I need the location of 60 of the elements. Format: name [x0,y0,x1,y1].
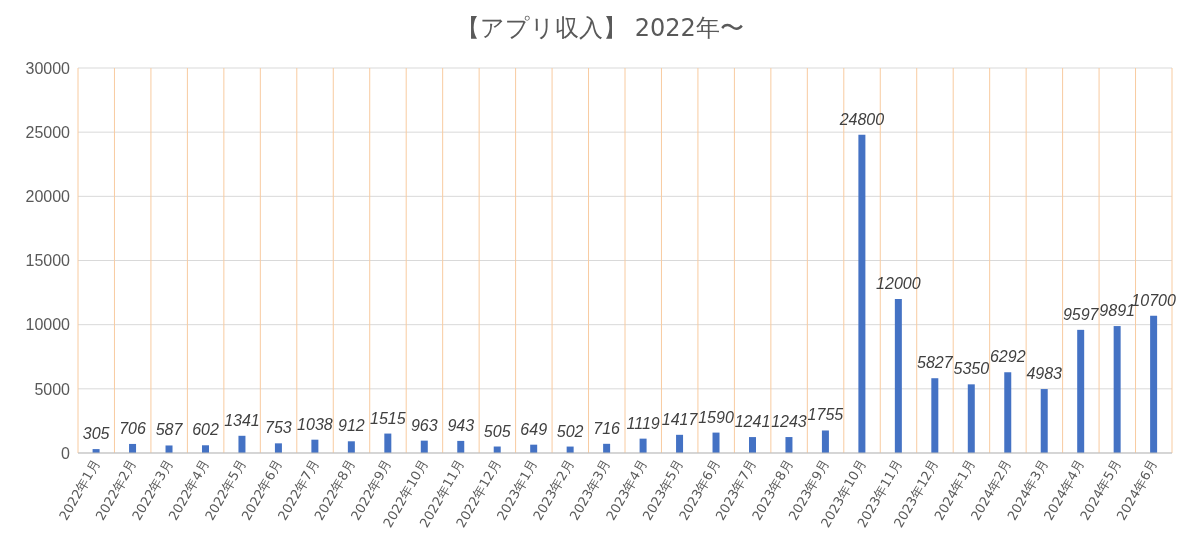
data-label: 502 [556,422,584,440]
data-label: 963 [410,416,438,434]
data-label: 1341 [224,411,260,429]
y-tick-label: 0 [61,444,71,462]
y-tick-label: 10000 [25,316,71,334]
bar [311,439,319,453]
data-label: 24800 [838,110,885,128]
bar [894,299,902,453]
bar [639,438,647,453]
y-tick-label: 5000 [34,380,71,398]
bar [457,440,465,453]
data-label: 753 [265,419,292,437]
data-label: 943 [447,416,475,434]
y-tick-label: 20000 [25,188,71,206]
bar [238,435,246,453]
data-label: 1119 [626,414,660,432]
data-label: 5827 [917,354,954,372]
data-label: 1755 [807,406,844,424]
bar [712,432,720,453]
y-tick-label: 25000 [25,123,71,141]
y-tick-label: 15000 [25,252,71,270]
bar [201,445,209,453]
data-label: 6292 [989,348,1026,366]
data-label: 1590 [698,408,734,426]
bar [967,384,975,453]
chart-title: 【アプリ収入】 2022年〜 [455,13,745,44]
bar [785,437,793,453]
bar [748,437,756,453]
data-label: 9597 [1062,305,1100,323]
data-label: 649 [520,420,548,438]
bar [1077,329,1085,453]
bar [1004,372,1012,453]
data-label: 602 [192,421,219,439]
data-label: 12000 [876,275,921,292]
bar [384,433,392,453]
data-label: 4983 [1026,365,1063,383]
data-label: 9891 [1099,302,1135,320]
bar [676,434,684,453]
data-label: 5350 [953,360,990,378]
data-label: 706 [119,419,146,437]
data-label: 505 [483,422,511,440]
data-label: 716 [593,419,621,437]
data-label: 1243 [771,413,807,431]
bar [165,445,173,453]
bar [274,443,282,453]
data-label: 1241 [734,413,771,431]
bar [1150,315,1158,453]
bar [347,441,355,453]
bar [1113,326,1121,453]
bar [931,378,939,453]
bar [858,134,866,453]
data-label: 305 [82,425,110,443]
data-label: 1515 [370,409,406,427]
data-label: 1417 [661,410,699,428]
data-label: 912 [338,417,365,435]
data-label: 587 [155,421,184,439]
data-label: 1038 [297,415,333,433]
bar [1040,389,1048,453]
y-tick-label: 30000 [25,59,71,77]
bar [821,430,829,453]
